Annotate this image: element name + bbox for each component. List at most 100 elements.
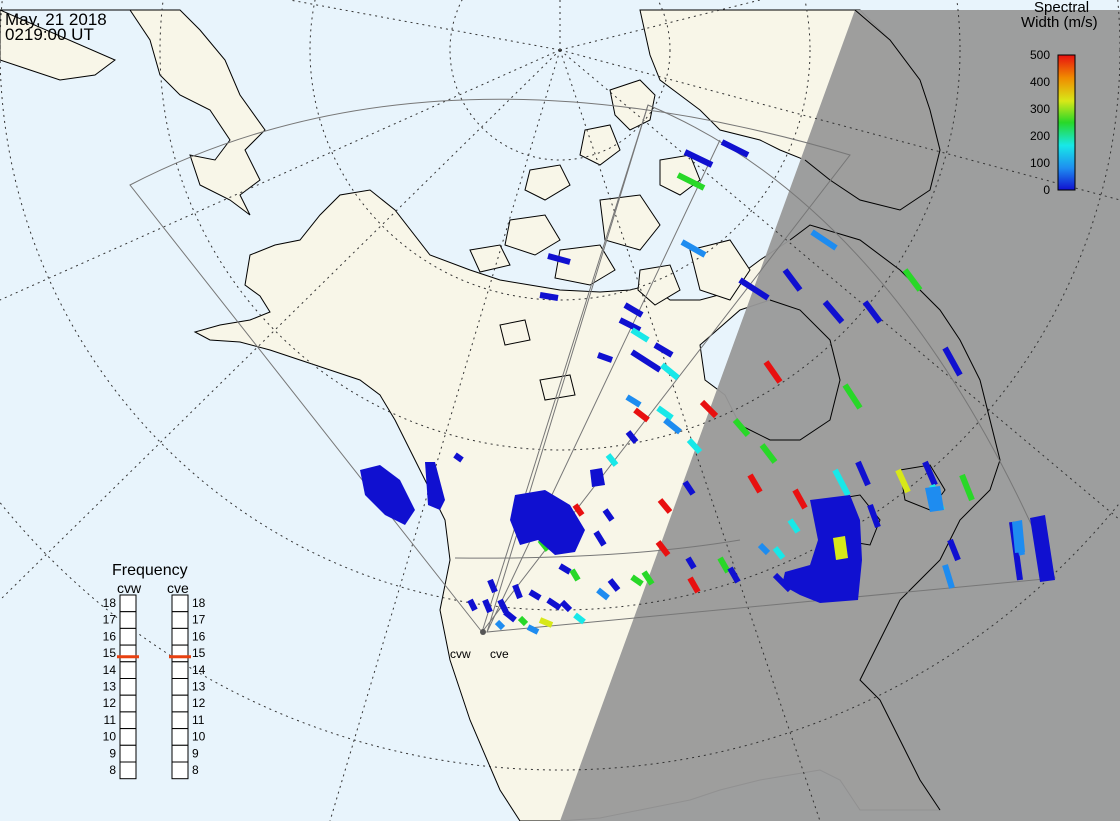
frequency-cell xyxy=(119,611,137,629)
echo-cell xyxy=(738,277,770,301)
echo-cell xyxy=(633,407,650,423)
echo-cell xyxy=(959,473,975,502)
frequency-cell xyxy=(171,744,189,763)
legend-tick-label: 100 xyxy=(1030,156,1050,170)
echo-cell xyxy=(623,302,644,318)
frequency-level-label: 16 xyxy=(192,629,206,643)
echo-cell xyxy=(842,383,863,410)
frequency-level-label: 12 xyxy=(103,696,117,710)
echo-cell xyxy=(487,578,498,594)
frequency-level-label: 10 xyxy=(192,730,206,744)
echo-cell xyxy=(810,229,838,251)
echo-cell xyxy=(517,615,529,627)
frequency-level-label: 17 xyxy=(192,613,206,627)
frequency-level-label: 16 xyxy=(103,629,117,643)
echo-cell xyxy=(602,508,615,522)
frequency-cell xyxy=(171,611,189,629)
legend-colorbar xyxy=(1057,54,1076,191)
echo-cluster xyxy=(782,495,862,603)
legend-title-line2: Width (m/s) xyxy=(1021,14,1098,31)
frequency-cell xyxy=(171,761,189,780)
echo-cell xyxy=(895,468,911,494)
radar-label-cvw: cvw xyxy=(450,647,471,661)
echo-cell xyxy=(559,599,573,613)
echo-cell xyxy=(699,399,719,419)
echo-cell xyxy=(497,598,509,614)
echo-cell xyxy=(512,583,523,600)
frequency-panel: Frequency cvw cve 18 17 16 15 14 13 12 11 10 9 8 18… xyxy=(103,562,206,780)
echo-cell xyxy=(922,460,938,487)
echo-cell xyxy=(482,598,493,614)
radar-label-cve: cve xyxy=(490,647,509,661)
frequency-west-label: cvw xyxy=(117,580,142,596)
frequency-cell xyxy=(119,728,137,746)
echo-cell xyxy=(867,503,881,529)
siberia-landmass xyxy=(0,9,266,216)
echo-cell xyxy=(663,417,682,435)
frequency-title: Frequency xyxy=(112,562,188,579)
echo-cell xyxy=(453,452,464,463)
frequency-cell xyxy=(119,644,137,663)
echo-cell xyxy=(572,503,585,517)
echo-cell xyxy=(757,542,771,556)
frequency-level-label: 11 xyxy=(104,713,117,727)
echo-cell xyxy=(539,292,559,301)
radar-fields-of-view xyxy=(129,98,1056,633)
echo-cell xyxy=(687,576,701,594)
frequency-level-label: 14 xyxy=(103,663,117,677)
echo-cluster xyxy=(510,490,585,555)
frequency-level-label: 17 xyxy=(103,613,117,627)
echo-cell xyxy=(792,488,808,510)
echo-cell xyxy=(547,253,571,265)
frequency-level-label: 18 xyxy=(103,596,117,610)
echo-cluster xyxy=(925,486,944,512)
echo-cell xyxy=(653,342,674,358)
frequency-east-label: cve xyxy=(167,580,189,596)
frequency-cell xyxy=(171,694,189,713)
frequency-level-label: 8 xyxy=(192,763,199,777)
echo-cell xyxy=(686,437,703,455)
echo-cell xyxy=(625,394,642,408)
echo-cell xyxy=(855,460,871,487)
frequency-level-label: 12 xyxy=(192,696,206,710)
frequency-level-label: 13 xyxy=(192,680,206,694)
echo-cell xyxy=(630,349,662,373)
echo-cell xyxy=(676,172,706,191)
echo-cell xyxy=(942,346,963,377)
frequency-level-label: 10 xyxy=(103,730,117,744)
echo-cell xyxy=(759,443,778,464)
legend-title-line1: Spectral xyxy=(1034,0,1089,16)
date-label: May, 21 2018 xyxy=(5,10,107,29)
legend-tick-label: 300 xyxy=(1030,102,1050,116)
echo-cell xyxy=(625,430,639,444)
echo-cell xyxy=(656,405,674,421)
echo-cell xyxy=(641,570,655,586)
frequency-cell xyxy=(119,678,137,696)
frequency-level-label: 18 xyxy=(192,596,206,610)
echo-cell xyxy=(902,268,923,292)
echo-cell xyxy=(682,480,696,496)
frequency-cell xyxy=(119,761,137,780)
legend-tick-label: 500 xyxy=(1030,48,1050,62)
echo-cell xyxy=(494,619,506,631)
frequency-cell xyxy=(171,627,189,646)
echo-cell xyxy=(660,362,680,381)
frequency-level-label: 11 xyxy=(192,713,205,727)
frequency-cell xyxy=(119,661,137,679)
radar-site-marker xyxy=(480,629,486,635)
echo-cell xyxy=(685,556,697,570)
echo-cell xyxy=(526,624,540,635)
echo-cell xyxy=(573,612,586,625)
frequency-level-label: 14 xyxy=(192,663,206,677)
echo-cluster xyxy=(1012,520,1025,553)
echo-cell xyxy=(717,556,731,574)
echo-cell xyxy=(862,300,883,324)
echo-cluster xyxy=(1030,515,1055,582)
echo-cell xyxy=(727,566,741,584)
echo-cell xyxy=(538,617,554,628)
echo-cell xyxy=(528,589,542,601)
echo-cell xyxy=(630,574,644,587)
night-shade xyxy=(560,10,1120,821)
